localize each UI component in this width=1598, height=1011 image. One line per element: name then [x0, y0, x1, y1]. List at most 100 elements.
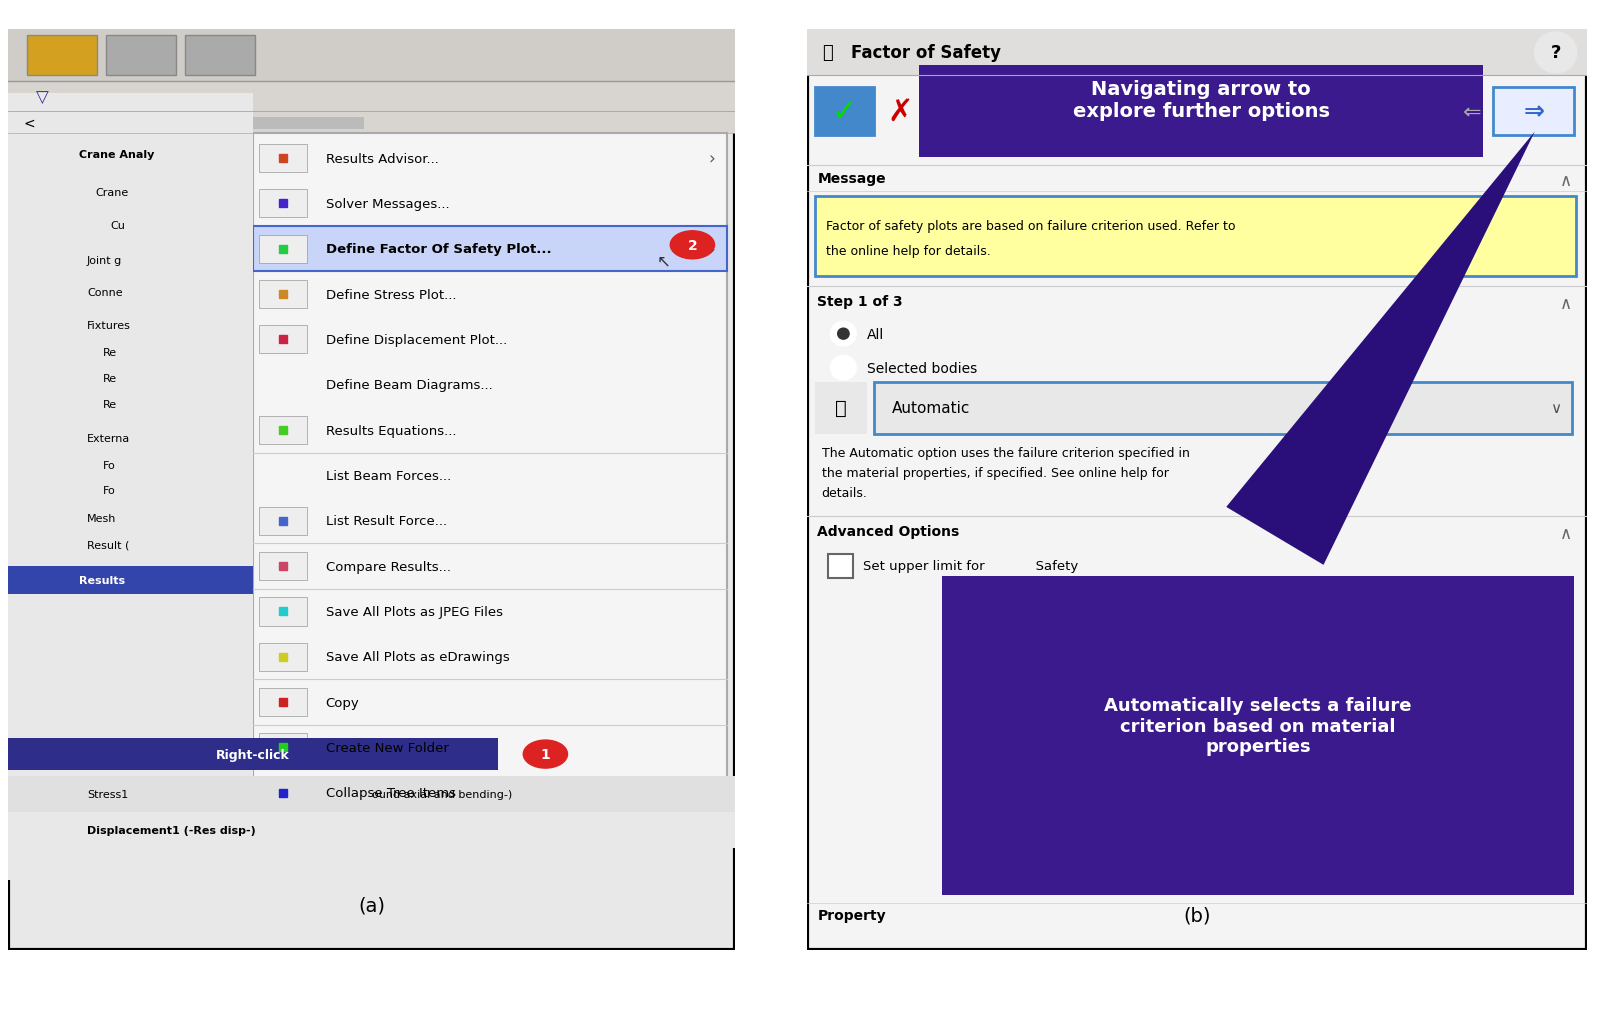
Text: (a): (a) [358, 896, 385, 915]
Text: Property: Property [818, 908, 885, 922]
FancyBboxPatch shape [8, 112, 735, 134]
FancyBboxPatch shape [8, 94, 252, 881]
FancyBboxPatch shape [259, 417, 307, 445]
FancyBboxPatch shape [8, 30, 735, 950]
Text: The Automatic option uses the failure criterion specified in: The Automatic option uses the failure cr… [821, 446, 1189, 459]
Text: ↖: ↖ [657, 253, 671, 271]
Circle shape [831, 323, 857, 347]
Text: the online help for details.: the online help for details. [826, 245, 991, 258]
Text: ✓: ✓ [831, 98, 857, 126]
FancyBboxPatch shape [8, 738, 499, 770]
Text: Define Stress Plot...: Define Stress Plot... [326, 288, 455, 301]
Text: ?: ? [1550, 44, 1561, 63]
Text: Factor of safety plots are based on failure criterion used. Refer to: Factor of safety plots are based on fail… [826, 219, 1235, 233]
FancyBboxPatch shape [807, 30, 1587, 76]
Text: Re: Re [102, 373, 117, 383]
Text: 1: 1 [540, 747, 550, 761]
Text: Crane Analy: Crane Analy [80, 151, 155, 161]
FancyBboxPatch shape [815, 382, 868, 435]
Text: (b): (b) [1183, 906, 1211, 925]
Text: Copy: Copy [326, 696, 360, 709]
FancyBboxPatch shape [259, 734, 307, 761]
Text: Selected bodies: Selected bodies [868, 361, 978, 375]
Text: Advanced Options: Advanced Options [818, 525, 960, 538]
Text: ›: › [708, 150, 714, 168]
Text: Fixtures: Fixtures [86, 320, 131, 331]
Text: Displacement1 (-Res disp-): Displacement1 (-Res disp-) [86, 825, 256, 835]
Text: ⇒: ⇒ [1523, 100, 1544, 124]
Text: ▽: ▽ [37, 88, 50, 106]
Circle shape [831, 356, 857, 380]
FancyBboxPatch shape [8, 566, 252, 594]
Text: Factor of Safety: Factor of Safety [850, 44, 1000, 63]
Text: ∧: ∧ [1560, 171, 1572, 189]
Text: Define Displacement Plot...: Define Displacement Plot... [326, 334, 507, 347]
Text: List Result Force...: List Result Force... [326, 515, 447, 528]
Text: Navigating arrow to
explore further options: Navigating arrow to explore further opti… [1072, 80, 1330, 120]
Text: Set upper limit for            Safety: Set upper limit for Safety [863, 560, 1079, 573]
Text: All: All [868, 328, 885, 342]
FancyBboxPatch shape [105, 36, 176, 76]
Text: Re: Re [102, 348, 117, 357]
Text: Right-click: Right-click [216, 748, 289, 761]
Text: Create New Folder: Create New Folder [326, 741, 449, 754]
FancyBboxPatch shape [259, 553, 307, 580]
Text: Stress1: Stress1 [86, 790, 128, 800]
Text: details.: details. [821, 486, 868, 499]
Polygon shape [1226, 132, 1534, 565]
Text: ound axial and bending-): ound axial and bending-) [371, 790, 511, 800]
Circle shape [837, 329, 849, 340]
Text: Cu: Cu [110, 220, 126, 231]
FancyBboxPatch shape [259, 508, 307, 535]
FancyBboxPatch shape [259, 281, 307, 308]
Text: Save All Plots as eDrawings: Save All Plots as eDrawings [326, 651, 510, 663]
FancyBboxPatch shape [259, 236, 307, 264]
FancyBboxPatch shape [252, 134, 727, 840]
FancyBboxPatch shape [259, 598, 307, 626]
FancyBboxPatch shape [815, 88, 874, 136]
Text: Collapse Tree Items: Collapse Tree Items [326, 787, 455, 800]
FancyBboxPatch shape [259, 145, 307, 173]
Circle shape [670, 232, 714, 260]
Text: Automatically selects a failure
criterion based on material
properties: Automatically selects a failure criterio… [1104, 696, 1413, 755]
Text: ›: › [708, 241, 714, 259]
Text: Fo: Fo [102, 485, 115, 495]
Text: Step 1 of 3: Step 1 of 3 [818, 294, 903, 308]
FancyBboxPatch shape [1493, 88, 1574, 136]
FancyBboxPatch shape [185, 36, 254, 76]
FancyBboxPatch shape [8, 30, 735, 82]
Text: Save All Plots as JPEG Files: Save All Plots as JPEG Files [326, 606, 503, 619]
Text: Results: Results [80, 575, 125, 585]
Text: List Beam Forces...: List Beam Forces... [326, 469, 451, 482]
FancyBboxPatch shape [919, 67, 1483, 159]
Text: Externa: Externa [86, 434, 131, 444]
Text: ∧: ∧ [1560, 294, 1572, 312]
Text: Joint g: Joint g [86, 256, 123, 265]
Text: Conne: Conne [86, 287, 123, 297]
FancyBboxPatch shape [252, 226, 727, 272]
Text: Crane: Crane [94, 187, 128, 197]
Text: Results Advisor...: Results Advisor... [326, 153, 438, 166]
Text: the material properties, if specified. See online help for: the material properties, if specified. S… [821, 466, 1168, 479]
Text: Solver Messages...: Solver Messages... [326, 198, 449, 210]
FancyBboxPatch shape [259, 779, 307, 807]
FancyBboxPatch shape [815, 196, 1576, 276]
Text: Re: Re [102, 399, 117, 409]
Text: ∧: ∧ [1560, 525, 1572, 542]
FancyBboxPatch shape [259, 190, 307, 218]
FancyBboxPatch shape [943, 576, 1574, 896]
FancyBboxPatch shape [8, 82, 735, 112]
FancyBboxPatch shape [259, 327, 307, 354]
Circle shape [1534, 33, 1576, 74]
FancyBboxPatch shape [8, 813, 735, 848]
Text: ∨: ∨ [1550, 400, 1561, 416]
FancyBboxPatch shape [259, 688, 307, 717]
Text: 🎨: 🎨 [836, 399, 847, 418]
FancyBboxPatch shape [874, 382, 1572, 435]
Text: ⬛: ⬛ [59, 52, 66, 62]
Text: ✗: ✗ [888, 98, 914, 126]
Text: Define Beam Diagrams...: Define Beam Diagrams... [326, 379, 492, 392]
Text: Fo: Fo [102, 460, 115, 470]
Text: Compare Results...: Compare Results... [326, 560, 451, 573]
FancyBboxPatch shape [48, 118, 364, 130]
